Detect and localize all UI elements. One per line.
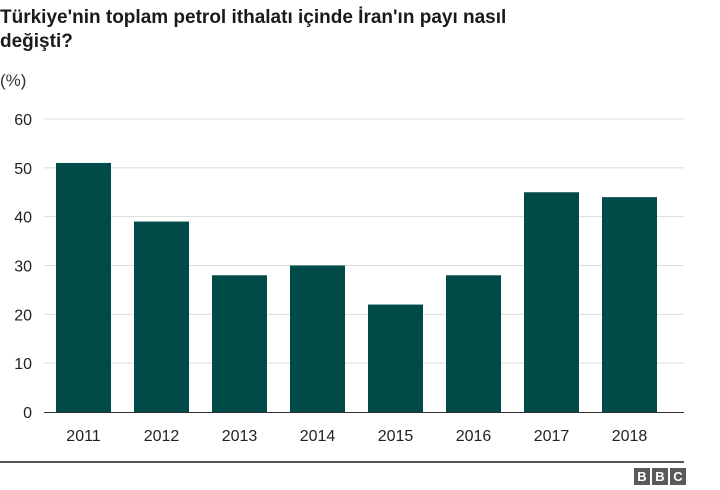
y-tick-label: 50 xyxy=(14,161,32,178)
chart-title: Türkiye'nin toplam petrol ithalatı içind… xyxy=(0,6,640,54)
x-tick-label: 2011 xyxy=(66,428,101,445)
bar xyxy=(134,221,189,412)
x-tick-label: 2016 xyxy=(456,428,492,445)
y-tick-label: 30 xyxy=(14,259,32,276)
bar xyxy=(56,162,111,412)
bar xyxy=(368,304,423,412)
x-tick-label: 2015 xyxy=(378,428,414,445)
y-tick-label: 20 xyxy=(14,307,32,324)
bar-chart: 0 10 20 30 40 50 60 2011 2012 2013 2014 2015 2016 201… xyxy=(14,112,684,445)
x-tick-label: 2013 xyxy=(222,428,258,445)
chart-title-line-1: Türkiye'nin toplam petrol ithalatı içind… xyxy=(0,7,507,28)
bbc-logo-letter: B xyxy=(634,468,650,485)
x-tick-label: 2018 xyxy=(612,428,648,445)
x-tick-label: 2012 xyxy=(144,428,180,445)
footer-divider xyxy=(0,461,684,463)
y-unit-label: (%) xyxy=(0,71,27,90)
bar xyxy=(602,197,657,412)
y-tick-label: 0 xyxy=(23,405,32,422)
bbc-logo-letter: B xyxy=(652,468,668,485)
bbc-logo: B B C xyxy=(634,468,686,485)
y-tick-label: 10 xyxy=(14,356,32,373)
bar xyxy=(446,275,501,412)
x-tick-label: 2014 xyxy=(300,428,336,445)
x-tick-label: 2017 xyxy=(534,428,570,445)
bar xyxy=(290,265,345,412)
y-tick-label: 40 xyxy=(14,210,32,227)
bbc-logo-letter: C xyxy=(670,468,686,485)
bar xyxy=(524,192,579,412)
y-tick-label: 60 xyxy=(14,112,32,129)
bar xyxy=(212,275,267,412)
chart-title-line-2: değişti? xyxy=(0,31,73,52)
